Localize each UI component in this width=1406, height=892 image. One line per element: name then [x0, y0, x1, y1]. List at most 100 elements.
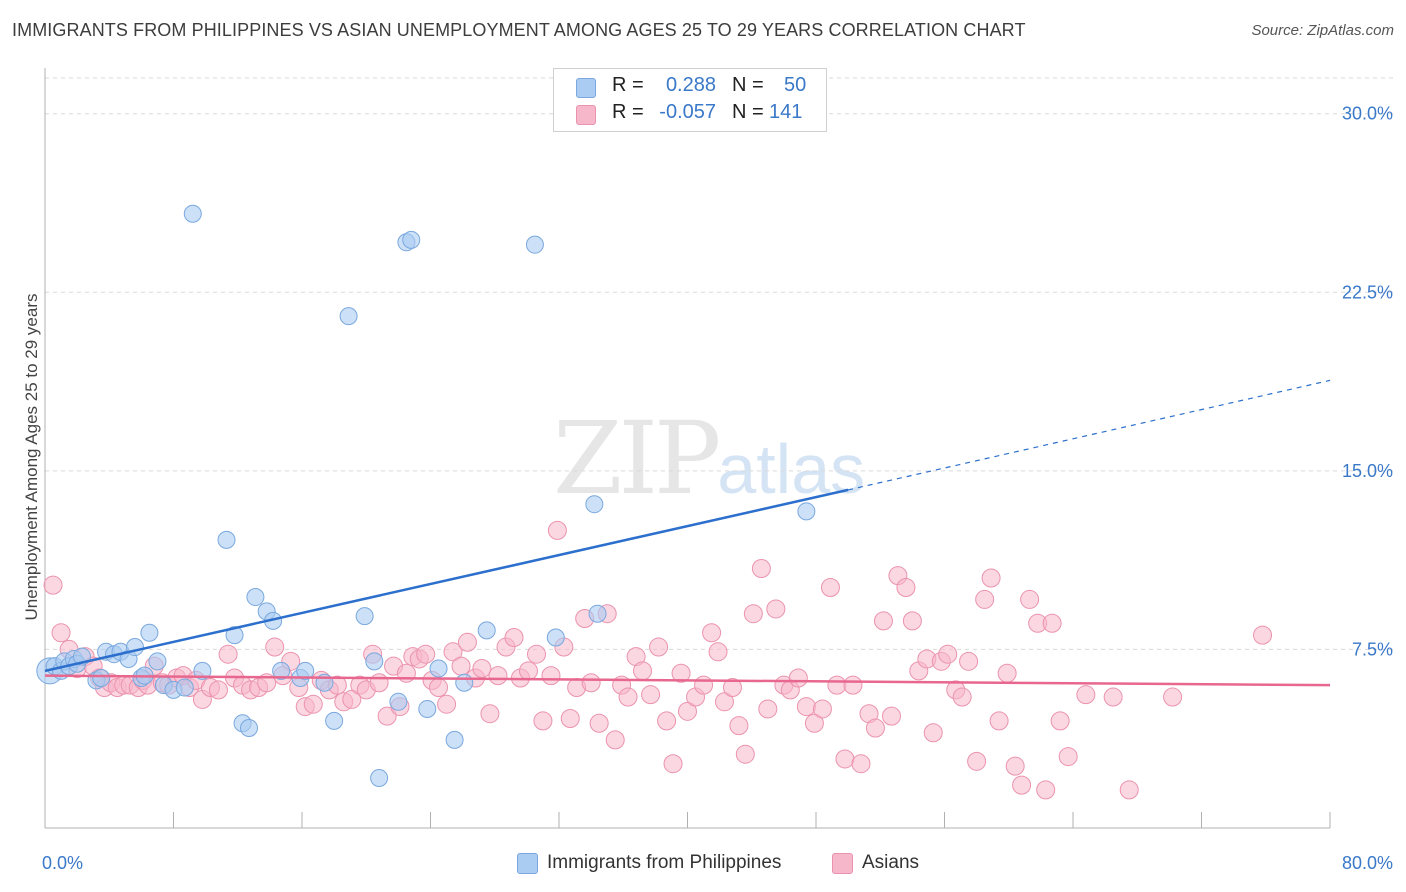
asians-point — [451, 656, 471, 676]
philippines-point — [797, 502, 816, 521]
asians-point — [1253, 625, 1273, 645]
philippines-point — [92, 669, 111, 687]
trend-lines — [44, 379, 1331, 687]
asians-point — [1103, 687, 1123, 707]
y-axis-label: Unemployment Among Ages 25 to 29 years — [22, 294, 41, 621]
asians-point — [714, 692, 734, 712]
source-label: Source: ZipAtlas.com — [1251, 22, 1394, 39]
asians-point — [923, 723, 943, 743]
asians-point — [218, 644, 238, 664]
legend-r-label: R = — [612, 74, 644, 96]
asians-point — [533, 711, 553, 731]
asians-point — [827, 675, 847, 695]
asians-point — [967, 751, 987, 771]
asians-point — [671, 663, 691, 683]
asians-point — [843, 675, 863, 695]
philippines-point — [370, 769, 389, 787]
legend-item-asians[interactable]: Asians — [832, 852, 932, 876]
philippines-point — [445, 730, 464, 749]
asians-point — [527, 644, 547, 664]
chart-title: IMMIGRANTS FROM PHILIPPINES VS ASIAN UNE… — [12, 20, 1026, 40]
y-tick-label: 15.0% — [1342, 461, 1393, 481]
philippines-point — [325, 711, 344, 730]
asians-point — [729, 716, 749, 736]
philippines-point — [429, 659, 448, 678]
asians-point — [581, 673, 601, 693]
legend-r-value: -0.057 — [659, 101, 716, 123]
philippines-point — [272, 661, 291, 680]
philippines-trend-extension — [847, 379, 1331, 491]
stats-legend: R = 0.288 N = 50 R = -0.057 N = 141 — [553, 68, 827, 132]
asians-point — [504, 628, 524, 648]
legend-r-label: R = — [612, 101, 644, 123]
legend-swatch-philippines — [576, 78, 596, 98]
asians-point — [1042, 613, 1062, 633]
asians-point — [429, 678, 449, 698]
legend-item-philippines[interactable]: Immigrants from Philippines — [517, 852, 807, 876]
asians-point — [678, 701, 697, 721]
asians-point — [989, 711, 1009, 731]
philippines-point — [588, 604, 607, 623]
asians-point — [1012, 775, 1032, 795]
legend-swatch-philippines — [517, 853, 538, 874]
asians-point — [541, 666, 561, 686]
asians-point — [208, 680, 228, 700]
legend-n-label: N = — [732, 101, 764, 123]
asians-point — [766, 599, 786, 619]
philippines-point — [296, 661, 315, 680]
philippines-point — [193, 661, 212, 680]
asians-point — [1036, 780, 1056, 800]
philippines-point — [225, 626, 244, 645]
tick-labels: 7.5% 15.0% 22.5% 30.0% 0.0% 80.0% — [42, 104, 1393, 873]
asians-points — [43, 520, 1273, 800]
asians-point — [377, 706, 397, 726]
y-tick-label: 30.0% — [1342, 104, 1393, 124]
asians-point — [437, 694, 457, 714]
asians-point — [605, 730, 625, 750]
philippines-point — [455, 673, 474, 692]
asians-point — [997, 663, 1017, 683]
asians-point — [796, 697, 816, 717]
legend-label-asians: Asians — [862, 852, 920, 873]
asians-point — [480, 704, 500, 724]
philippines-point — [477, 621, 496, 640]
legend-swatch-asians — [576, 105, 596, 125]
asians-point — [1119, 780, 1139, 800]
philippines-point — [217, 530, 236, 549]
asians-point — [812, 699, 832, 719]
philippines-point — [546, 628, 565, 647]
asians-point — [663, 754, 683, 774]
legend-n-value: 50 — [784, 74, 807, 96]
asians-point — [303, 694, 323, 714]
asians-point — [702, 623, 722, 643]
philippines-point — [389, 692, 408, 711]
philippines-trend-line — [44, 488, 849, 673]
philippines-point — [365, 652, 384, 671]
asians-point — [981, 568, 1001, 588]
asians-point — [1005, 756, 1025, 776]
asians-point — [1058, 747, 1078, 767]
asians-point — [457, 632, 477, 652]
philippines-point — [239, 719, 258, 737]
asians-point — [633, 661, 653, 681]
asians-point — [758, 699, 778, 719]
asians-point — [835, 749, 855, 769]
watermark-atlas: atlas — [717, 430, 866, 508]
asians-point — [735, 744, 755, 764]
asians-point — [896, 578, 916, 598]
axes — [44, 68, 1331, 829]
asians-point — [975, 589, 995, 609]
asians-point — [694, 675, 714, 695]
legend-label-philippines: Immigrants from Philippines — [547, 852, 782, 873]
asians-point — [51, 623, 71, 643]
legend-n-label: N = — [732, 74, 764, 96]
asians-point — [443, 642, 463, 662]
asians-point — [959, 651, 979, 671]
watermark: ZIPatlas — [553, 400, 865, 517]
legend-r-value: 0.288 — [665, 74, 716, 96]
philippines-point — [585, 495, 604, 514]
asians-point — [641, 685, 661, 705]
asians-point — [1050, 711, 1070, 731]
philippines-point — [183, 204, 202, 223]
asians-point — [1076, 685, 1096, 705]
